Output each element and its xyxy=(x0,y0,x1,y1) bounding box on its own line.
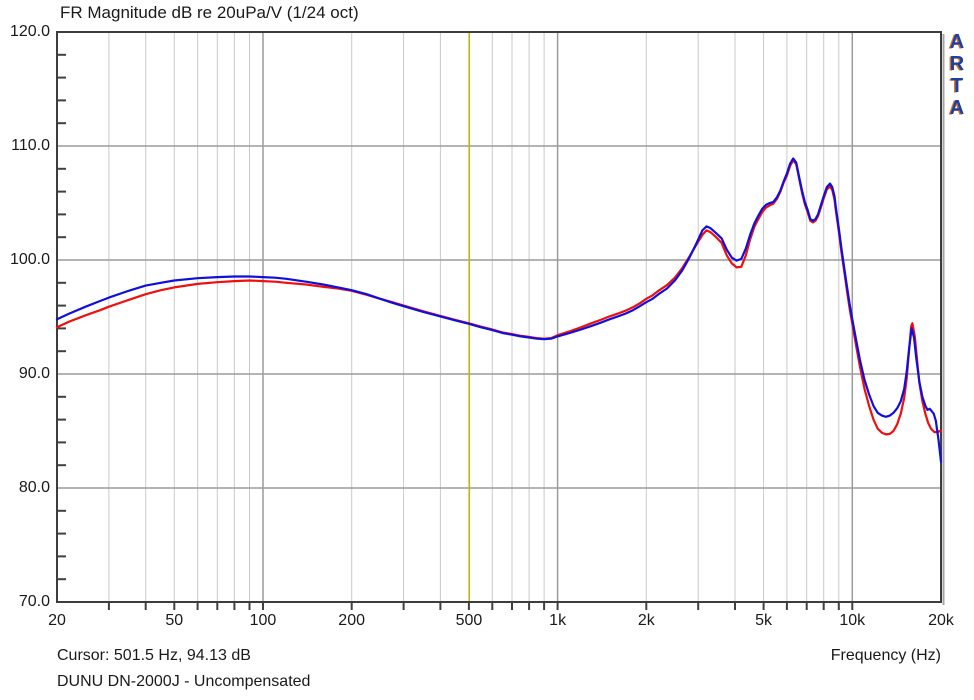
y-tick-label: 90.0 xyxy=(18,365,50,382)
y-tick-label: 80.0 xyxy=(18,479,50,496)
x-tick-label: 2k xyxy=(637,612,655,629)
plot-border xyxy=(56,31,942,603)
arta-logo-letter: R xyxy=(949,53,965,75)
curve-blue-channel xyxy=(55,157,943,463)
x-tick-label: 1k xyxy=(549,612,567,629)
x-tick-label: 500 xyxy=(455,612,483,629)
chart-title: FR Magnitude dB re 20uPa/V (1/24 oct) xyxy=(60,3,359,22)
x-tick-label: 50 xyxy=(165,612,184,629)
y-tick-label: 120.0 xyxy=(9,23,50,40)
y-tick-label: 110.0 xyxy=(11,137,50,154)
cursor-readout: Cursor: 501.5 Hz, 94.13 dB xyxy=(57,647,251,664)
x-axis-title: Frequency (Hz) xyxy=(830,647,941,664)
y-tick-label: 100.0 xyxy=(9,251,50,268)
x-tick-label: 100 xyxy=(249,612,277,629)
x-tick-label: 20k xyxy=(928,612,954,629)
arta-logo-letter: A xyxy=(949,97,965,119)
arta-logo-letter: A xyxy=(949,31,965,53)
x-tick-label: 200 xyxy=(338,612,365,629)
x-tick-label: 5k xyxy=(755,612,773,629)
x-tick-label: 20 xyxy=(48,612,66,629)
arta-logo-letter: T xyxy=(950,75,964,97)
y-tick-label: 70.0 xyxy=(18,593,50,610)
measurement-label: DUNU DN-2000J - Uncompensated xyxy=(57,673,311,690)
x-tick-label: 10k xyxy=(839,612,866,629)
curve-red-channel xyxy=(55,159,943,436)
